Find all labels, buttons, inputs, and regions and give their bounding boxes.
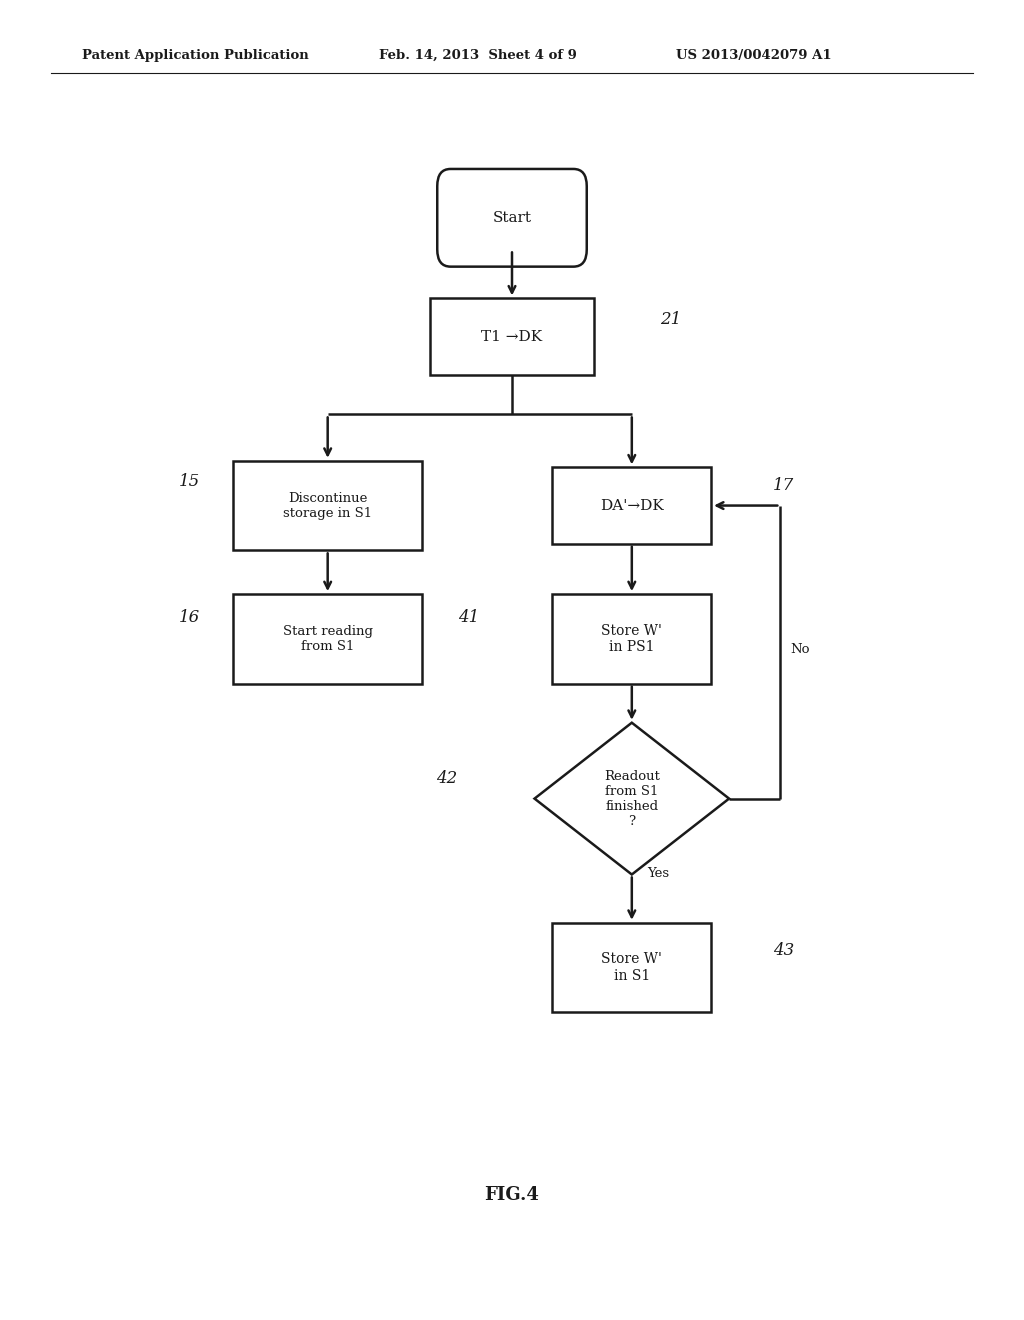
Text: 16: 16 [179,610,201,626]
Bar [430,298,594,375]
Text: 21: 21 [660,312,682,327]
Text: Start: Start [493,211,531,224]
Bar [553,467,711,544]
Polygon shape [535,722,729,874]
Bar [553,594,711,684]
Text: 43: 43 [773,942,795,958]
Bar [233,461,422,550]
Text: 17: 17 [773,478,795,494]
Text: 41: 41 [458,610,479,626]
Bar [553,923,711,1012]
FancyBboxPatch shape [437,169,587,267]
Text: FIG.4: FIG.4 [484,1185,540,1204]
Text: US 2013/0042079 A1: US 2013/0042079 A1 [676,49,831,62]
Text: No: No [791,643,810,656]
Text: Discontinue
storage in S1: Discontinue storage in S1 [283,491,373,520]
Text: Readout
from S1
finished
?: Readout from S1 finished ? [604,770,659,828]
Text: DA'→DK: DA'→DK [600,499,664,512]
Text: Patent Application Publication: Patent Application Publication [82,49,308,62]
Text: 15: 15 [179,474,201,490]
Bar [233,594,422,684]
Text: T1 →DK: T1 →DK [481,330,543,343]
Text: Start reading
from S1: Start reading from S1 [283,624,373,653]
Text: Store W'
in S1: Store W' in S1 [601,953,663,982]
Text: Feb. 14, 2013  Sheet 4 of 9: Feb. 14, 2013 Sheet 4 of 9 [379,49,577,62]
Text: Store W'
in PS1: Store W' in PS1 [601,624,663,653]
Text: 42: 42 [436,771,458,787]
Text: Yes: Yes [647,867,670,880]
